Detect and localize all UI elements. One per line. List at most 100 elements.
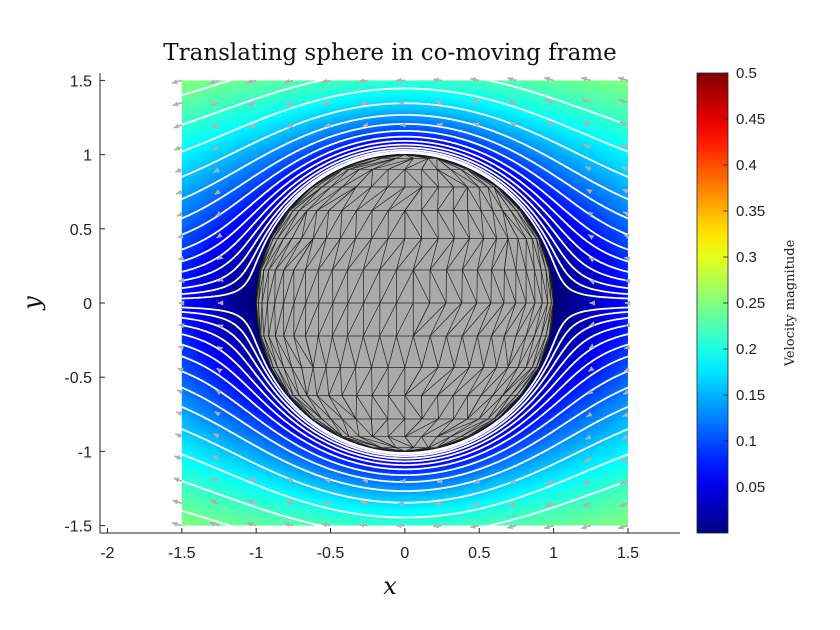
- plot-area: -2 -1.5 -1 -0.5 0 0.5 1 1.5 -1.5 -1 -0.5 0 0.5 1 1.5: [64, 73, 680, 562]
- streamline: [181, 316, 628, 457]
- velocity-arrow: [285, 499, 294, 505]
- x-tick-label: -1.5: [168, 545, 196, 562]
- velocity-arrow: [507, 76, 517, 82]
- velocity-arrow: [621, 166, 629, 172]
- velocity-arrow: [247, 101, 257, 107]
- velocity-arrow: [624, 322, 631, 328]
- velocity-arrow: [508, 99, 517, 105]
- streamline: [181, 114, 628, 201]
- velocity-arrow: [172, 499, 183, 505]
- velocity-arrow: [321, 522, 331, 528]
- velocity-arrow: [174, 433, 183, 439]
- x-tick-label: -2: [100, 545, 114, 562]
- velocity-arrow: [587, 366, 595, 373]
- velocity-arrow: [582, 121, 592, 127]
- velocity-arrow: [213, 167, 220, 173]
- colorbar-label: Velocity magnitude: [783, 239, 798, 367]
- velocity-arrow: [177, 367, 184, 373]
- velocity-arrow: [434, 99, 443, 106]
- velocity-arrow: [171, 521, 183, 527]
- colorbar-tick-label: 0.3: [736, 249, 757, 266]
- velocity-arrow: [619, 479, 629, 485]
- velocity-arrow: [324, 478, 331, 484]
- sphere-mesh: [255, 154, 555, 452]
- velocity-arrow: [624, 300, 631, 306]
- velocity-arrow: [509, 479, 517, 485]
- velocity-arrow: [322, 100, 331, 106]
- velocity-arrow: [617, 76, 629, 82]
- velocity-arrow: [624, 278, 631, 284]
- velocity-arrow: [176, 389, 184, 395]
- velocity-arrow: [543, 524, 554, 530]
- streamline: [181, 135, 628, 251]
- colorbar: 0.05 0.1 0.15 0.2 0.25 0.3 0.35 0.4 0.45 0.5 Velo…: [696, 65, 798, 534]
- velocity-arrow: [583, 143, 592, 149]
- streamline: [181, 123, 628, 220]
- y-tick-label: 1: [83, 148, 92, 165]
- axes: -2 -1.5 -1 -0.5 0 0.5 1 1.5 -1.5 -1 -0.5 0 0.5 1 1.5: [64, 73, 680, 562]
- colorbar-ticks: 0.05 0.1 0.15 0.2 0.25 0.3 0.35 0.4 0.45 0.5: [723, 65, 765, 496]
- velocity-arrow: [246, 79, 257, 85]
- velocity-arrow: [248, 477, 257, 483]
- velocity-arrow: [286, 477, 294, 483]
- velocity-arrow: [588, 343, 596, 350]
- sphere-triangulation: [256, 154, 554, 452]
- velocity-arrow: [248, 123, 257, 129]
- velocity-arrow: [400, 478, 406, 484]
- velocity-arrow: [216, 345, 224, 352]
- velocity-arrow: [215, 210, 222, 217]
- colorbar-tick-label: 0.45: [736, 111, 765, 128]
- velocity-arrow: [587, 388, 594, 395]
- velocity-arrow: [581, 502, 592, 508]
- x-tick-label: -1: [249, 545, 263, 562]
- velocity-arrow: [587, 233, 595, 240]
- velocity-arrow: [176, 211, 184, 217]
- velocity-arrow: [173, 477, 183, 483]
- x-tick-label: 0.5: [468, 545, 490, 562]
- velocity-arrow: [546, 479, 554, 485]
- velocity-arrow: [174, 455, 183, 461]
- velocity-arrow: [619, 121, 629, 127]
- velocity-arrow: [589, 321, 596, 327]
- y-tick-label: -1.5: [64, 519, 92, 536]
- velocity-arrow: [360, 100, 368, 106]
- velocity-arrow: [621, 434, 629, 440]
- velocity-arrow: [175, 411, 183, 417]
- velocity-arrow: [585, 165, 592, 172]
- streamline: [181, 355, 628, 471]
- y-tick-label: 0.5: [70, 222, 92, 239]
- velocity-arrow: [178, 300, 185, 306]
- streamline: [181, 453, 628, 519]
- velocity-arrow: [589, 279, 596, 285]
- streamline: [181, 149, 628, 290]
- velocity-arrow: [362, 122, 369, 128]
- velocity-arrow: [214, 189, 221, 195]
- streamline: [181, 139, 628, 263]
- velocity-arrow: [283, 522, 294, 528]
- chart-title: Translating sphere in co-moving frame: [163, 40, 617, 66]
- velocity-arrow: [211, 123, 220, 129]
- velocity-arrow: [178, 345, 185, 351]
- streamline: [181, 405, 628, 492]
- velocity-arrow: [396, 522, 405, 529]
- velocity-arrow: [171, 79, 183, 85]
- velocity-arrow: [214, 411, 221, 417]
- velocity-arrow: [174, 145, 183, 151]
- colorbar-tick-label: 0.4: [736, 157, 757, 174]
- colorbar-tick-label: 0.35: [736, 203, 765, 220]
- colorbar-tick-label: 0.05: [736, 479, 765, 496]
- velocity-arrow: [617, 524, 629, 530]
- velocity-arrow: [217, 276, 224, 283]
- velocity-arrow: [321, 78, 331, 84]
- velocity-arrow: [624, 344, 631, 350]
- velocity-arrow: [623, 366, 630, 373]
- colorbar-tick-label: 0.15: [736, 387, 765, 404]
- velocity-arrow: [217, 300, 224, 306]
- velocity-arrow: [620, 457, 629, 463]
- velocity-arrow: [362, 478, 369, 484]
- velocity-arrow: [583, 457, 592, 463]
- velocity-arrow: [172, 101, 183, 107]
- velocity-arrow: [400, 122, 406, 128]
- velocity-arrow: [324, 122, 331, 128]
